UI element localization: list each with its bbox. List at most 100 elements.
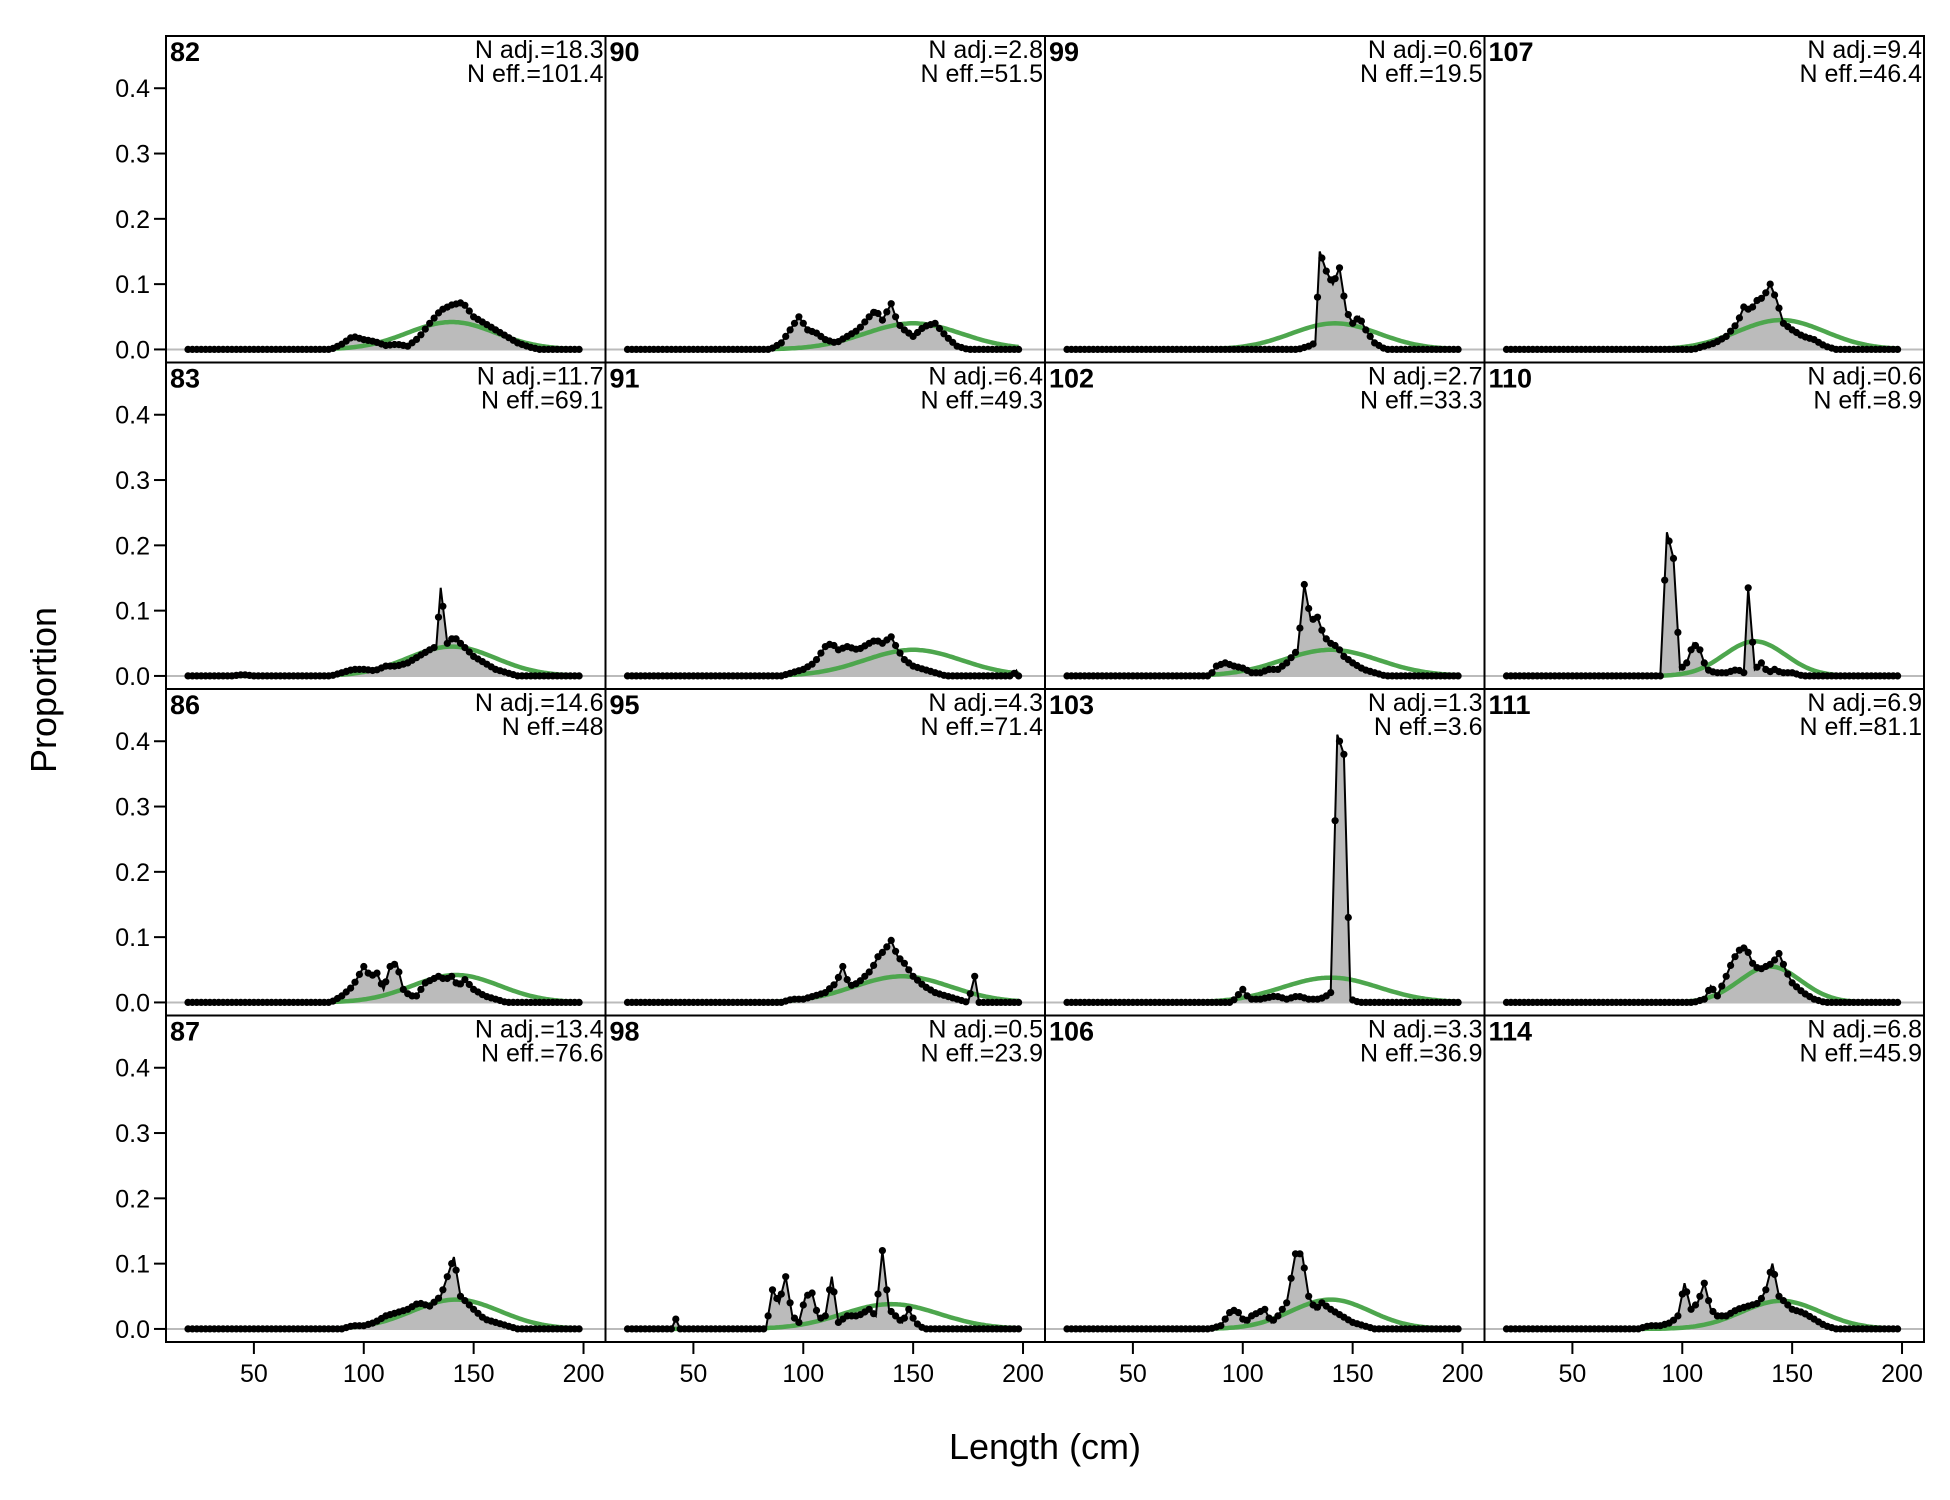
- observed-point: [1757, 294, 1765, 302]
- observed-point: [786, 326, 794, 334]
- n-eff-label: N eff.=69.1: [481, 387, 604, 415]
- observed-point: [883, 1286, 891, 1294]
- observed-point: [1015, 1325, 1023, 1333]
- observed-point: [896, 649, 904, 657]
- observed-point: [1727, 327, 1735, 335]
- n-eff-label: N eff.=81.1: [1799, 713, 1922, 741]
- observed-point: [465, 307, 473, 315]
- n-adj-label: N adj.=2.8: [928, 36, 1043, 64]
- observed-point: [865, 968, 873, 976]
- x-axis-title: Length (cm): [949, 1426, 1141, 1467]
- observed-point: [465, 980, 473, 989]
- y-tick-label: 0.4: [115, 402, 150, 430]
- n-adj-label: N adj.=0.6: [1368, 36, 1483, 64]
- observed-point: [1727, 961, 1735, 970]
- observed-point: [1749, 303, 1757, 311]
- year-label: 114: [1489, 1017, 1533, 1047]
- observed-point: [1015, 345, 1023, 353]
- year-label: 103: [1049, 690, 1094, 720]
- observed-line: [1506, 532, 1898, 677]
- observed-point: [830, 1288, 838, 1296]
- observed-point: [1313, 613, 1322, 621]
- observed-point: [448, 1260, 456, 1268]
- observed-point: [1691, 1301, 1700, 1309]
- n-eff-label: N eff.=8.9: [1813, 387, 1922, 415]
- observed-point: [817, 649, 825, 657]
- observed-point: [1313, 293, 1322, 301]
- observed-points: [623, 1247, 1023, 1333]
- observed-point: [399, 985, 407, 994]
- observed-point: [439, 602, 447, 610]
- y-tick-label: 0.3: [115, 467, 150, 495]
- y-axis: 0.0 0.1 0.2 0.3 0.4 0.0 0.1 0.2 0.3 0.4 0.0 0.1 0.2 0…: [115, 75, 166, 1344]
- observed-point: [870, 1310, 878, 1318]
- observed-point: [1674, 1312, 1682, 1320]
- x-tick-label: 200: [1002, 1360, 1044, 1388]
- n-eff-label: N eff.=45.9: [1799, 1040, 1922, 1068]
- observed-point: [1015, 672, 1023, 680]
- observed-point: [1287, 654, 1295, 662]
- year-label: 111: [1489, 690, 1531, 720]
- observed-point: [412, 335, 421, 343]
- x-tick-label: 100: [343, 1360, 385, 1388]
- y-tick-label: 0.1: [115, 598, 150, 626]
- observed-point: [443, 1273, 451, 1281]
- observed-point: [861, 318, 869, 326]
- observed-point: [1305, 604, 1313, 613]
- observed-point: [1744, 584, 1752, 592]
- observed-point: [874, 309, 882, 318]
- observed-point: [1762, 289, 1770, 297]
- expected-line: [1067, 321, 1459, 352]
- year-label: 83: [170, 364, 200, 394]
- observed-point: [1344, 311, 1352, 319]
- observed-point: [1331, 641, 1339, 650]
- observed-point: [390, 960, 399, 968]
- observed-point: [940, 330, 948, 338]
- observed-point: [883, 308, 891, 316]
- observed-point: [1261, 1305, 1269, 1313]
- observed-point: [456, 639, 465, 647]
- y-tick-label: 0.0: [115, 989, 150, 1017]
- observed-point: [1656, 672, 1664, 680]
- observed-point: [1296, 624, 1304, 632]
- observed-point: [1709, 1307, 1717, 1316]
- observed-point: [1762, 1286, 1770, 1294]
- observed-point: [830, 981, 838, 989]
- x-tick-label: 150: [1771, 1360, 1813, 1388]
- observed-point: [1894, 1325, 1902, 1333]
- observed-point: [1283, 1299, 1291, 1307]
- observed-point: [1713, 992, 1721, 1000]
- observed-point: [575, 1325, 583, 1333]
- observed-point: [1234, 1309, 1242, 1317]
- observed-point: [1015, 998, 1023, 1007]
- year-label: 110: [1489, 364, 1533, 394]
- observed-point: [1731, 322, 1739, 330]
- y-tick-label: 0.0: [115, 663, 150, 691]
- observed-point: [865, 313, 873, 321]
- observed-point: [1740, 944, 1748, 952]
- x-tick-label: 200: [1442, 1360, 1484, 1388]
- x-tick-label: 200: [563, 1360, 605, 1388]
- observed-point: [1779, 1297, 1787, 1305]
- observed-point: [777, 339, 785, 347]
- n-adj-label: N adj.=2.7: [1368, 363, 1483, 391]
- observed-point: [1705, 1297, 1713, 1305]
- observed-point: [795, 313, 803, 321]
- n-adj-label: N adj.=9.4: [1807, 36, 1922, 64]
- observed-point: [900, 1314, 909, 1322]
- observed-point: [878, 948, 887, 957]
- observed-point: [931, 319, 939, 327]
- observed-point: [768, 1286, 777, 1294]
- observed-point: [856, 323, 865, 331]
- y-tick-label: 0.0: [115, 1316, 150, 1344]
- x-tick-label: 200: [1881, 1360, 1923, 1388]
- observed-points: [1502, 280, 1902, 353]
- observed-point: [1669, 554, 1678, 563]
- observed-point: [1230, 996, 1238, 1004]
- observed-point: [892, 1312, 900, 1320]
- observed-point: [1784, 970, 1792, 978]
- panel-103: 103 N adj.=1.3N eff.=3.6: [1044, 688, 1486, 1017]
- y-tick-label: 0.4: [115, 1055, 150, 1083]
- observed-point: [896, 321, 904, 330]
- observed-point: [456, 980, 465, 988]
